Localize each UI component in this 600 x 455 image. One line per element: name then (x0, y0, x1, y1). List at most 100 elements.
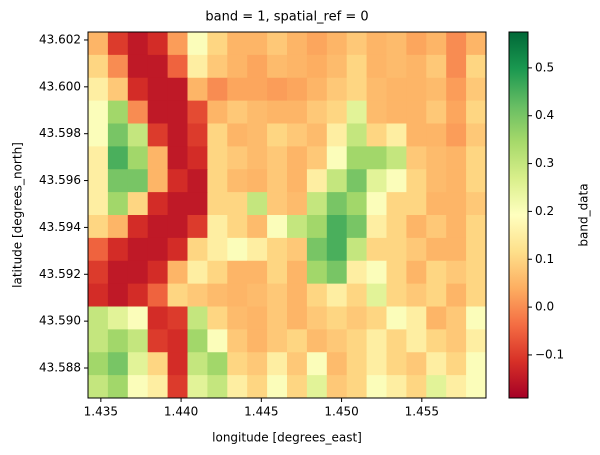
raster-cell (306, 237, 328, 262)
raster-cell (287, 215, 308, 239)
raster-cell (386, 215, 407, 239)
raster-cell (386, 169, 407, 193)
raster-cell (287, 146, 308, 170)
raster-cell (287, 352, 308, 376)
raster-cell (187, 32, 208, 56)
colorbar-tick-label: −0.1 (535, 347, 564, 361)
raster-cell (167, 260, 188, 285)
raster-cell (187, 375, 208, 399)
x-tick-label: 1.455 (405, 405, 439, 419)
raster-cell (88, 123, 109, 147)
raster-cell (406, 283, 427, 307)
raster-cell (207, 375, 228, 399)
raster-cell (287, 306, 308, 330)
raster-cell (127, 32, 149, 56)
raster-cell (227, 352, 248, 376)
raster-cell (207, 54, 228, 79)
raster-cell (107, 192, 129, 216)
raster-cell (207, 215, 228, 239)
raster-cell (386, 375, 407, 399)
raster-cell (127, 54, 149, 79)
raster-cell (386, 100, 407, 124)
raster-cell (187, 100, 208, 124)
raster-cell (107, 169, 129, 193)
raster-cell (466, 375, 487, 399)
raster-cell (406, 123, 427, 147)
colorbar-tick-label: 0.3 (535, 156, 554, 170)
colorbar-tick-label: 0.5 (535, 60, 554, 74)
raster-cell (88, 146, 109, 170)
raster-cell (406, 77, 427, 102)
raster-cell (167, 375, 188, 399)
raster-cell (366, 32, 387, 56)
raster-cell (366, 215, 387, 239)
raster-cell (306, 146, 328, 170)
raster-cell (147, 54, 169, 79)
raster-cell (406, 306, 427, 330)
raster-cell (466, 77, 487, 102)
raster-cell (167, 100, 188, 124)
raster-cell (88, 283, 109, 307)
raster-cell (107, 123, 129, 147)
raster-cell (386, 352, 407, 376)
raster-cell (386, 306, 407, 330)
raster-cell (406, 54, 427, 79)
raster-cell (167, 237, 188, 262)
raster-cell (88, 329, 109, 353)
raster-cell (167, 169, 188, 193)
raster-cell (406, 260, 427, 285)
raster-cell (267, 260, 288, 285)
raster-cell (366, 123, 387, 147)
raster-cell (147, 77, 169, 102)
raster-cell (306, 329, 328, 353)
raster-cell (187, 146, 208, 170)
raster-cell (147, 123, 169, 147)
raster-cell (326, 123, 348, 147)
x-tick-label: 1.445 (244, 405, 278, 419)
raster-cell (287, 32, 308, 56)
raster-cell (446, 237, 467, 262)
raster-cell (306, 100, 328, 124)
raster-cell (426, 215, 447, 239)
raster-cell (446, 192, 467, 216)
raster-cell (306, 260, 328, 285)
raster-cell (227, 215, 248, 239)
raster-cell (207, 77, 228, 102)
raster-cell (147, 146, 169, 170)
raster-cell (267, 169, 288, 193)
raster-cell (466, 54, 487, 79)
raster-cell (406, 192, 427, 216)
raster-cell (466, 215, 487, 239)
raster-cell (386, 77, 407, 102)
raster-cell (306, 306, 328, 330)
x-tick-label: 1.435 (84, 405, 118, 419)
raster-cell (207, 32, 228, 56)
raster-cell (187, 192, 208, 216)
raster-cell (147, 283, 169, 307)
y-tick-label: 43.596 (39, 173, 81, 187)
raster-cell (127, 123, 149, 147)
raster-cell (366, 283, 387, 307)
raster-cell (267, 329, 288, 353)
raster-cell (267, 375, 288, 399)
raster-cell (167, 215, 188, 239)
raster-cell (406, 352, 427, 376)
y-tick-label: 43.602 (39, 32, 81, 46)
raster-cell (267, 237, 288, 262)
raster-cell (267, 215, 288, 239)
raster-cell (207, 329, 228, 353)
raster-cell (227, 100, 248, 124)
x-tick-label: 1.450 (324, 405, 358, 419)
raster-cell (247, 146, 268, 170)
raster-cell (187, 306, 208, 330)
raster-cell (167, 329, 188, 353)
raster-cell (267, 146, 288, 170)
y-tick-label: 43.590 (39, 314, 81, 328)
raster-cell (446, 169, 467, 193)
raster-cell (386, 260, 407, 285)
raster-cell (107, 237, 129, 262)
raster-cell (167, 192, 188, 216)
raster-cell (287, 77, 308, 102)
raster-cell (346, 192, 368, 216)
